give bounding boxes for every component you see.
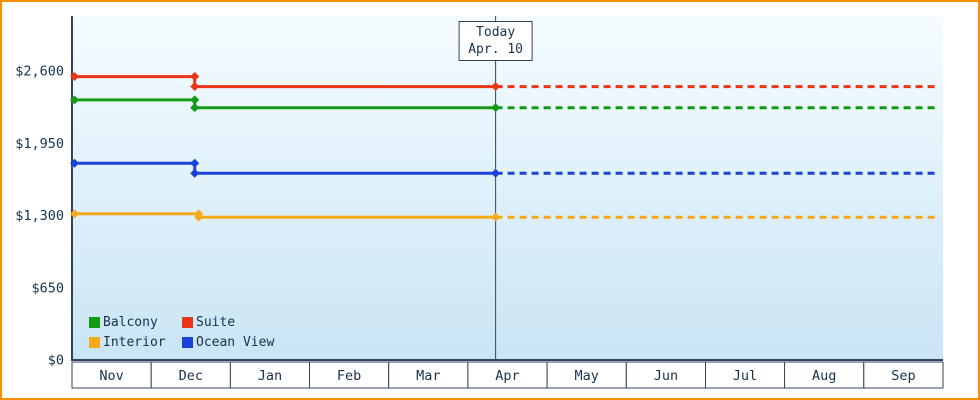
month-label: Nov xyxy=(99,368,123,384)
price-marker-suite xyxy=(491,82,501,92)
month-label: Mar xyxy=(416,368,440,384)
month-cell xyxy=(546,361,627,389)
month-label: Jul xyxy=(733,368,757,384)
legend-label-suite: Suite xyxy=(196,315,236,330)
price-line-ocean-view xyxy=(72,161,496,175)
legend-swatch-balcony xyxy=(89,317,100,328)
price-marker-ocean-view xyxy=(190,158,200,168)
month-cell xyxy=(150,361,231,389)
month-label: Jan xyxy=(258,368,282,384)
price-marker-balcony xyxy=(70,95,79,105)
price-marker-interior xyxy=(194,212,204,222)
legend-item-ocean-view: Ocean View xyxy=(182,333,274,352)
month-label: May xyxy=(575,368,599,384)
price-marker-suite xyxy=(70,72,79,82)
legend-label-interior: Interior xyxy=(103,335,166,350)
legend-label-ocean-view: Ocean View xyxy=(196,335,275,350)
today-date: Apr. 10 xyxy=(468,42,524,57)
price-marker-ocean-view xyxy=(190,168,200,178)
month-label: Dec xyxy=(179,368,203,384)
legend-item-balcony: Balcony xyxy=(89,313,182,332)
legend-swatch-suite xyxy=(182,317,193,328)
legend-item-interior: Interior xyxy=(89,333,182,352)
price-marker-interior xyxy=(70,209,79,219)
month-cell xyxy=(784,361,865,389)
month-cell xyxy=(863,361,944,389)
legend-label-balcony: Balcony xyxy=(103,315,158,330)
plot-area xyxy=(72,16,943,360)
price-marker-interior xyxy=(491,212,501,222)
price-marker-suite xyxy=(190,72,200,82)
price-marker-balcony xyxy=(190,103,200,113)
month-cell xyxy=(71,361,152,389)
y-axis-label: $1,300 xyxy=(15,208,64,224)
month-cell xyxy=(388,361,469,389)
y-axis-label: $650 xyxy=(31,280,64,296)
month-label: Sep xyxy=(891,368,915,384)
month-cell xyxy=(705,361,786,389)
legend: Balcony Suite Interior Ocean View xyxy=(89,313,274,352)
price-marker-ocean-view xyxy=(70,158,79,168)
y-axis-label: $1,950 xyxy=(15,136,64,152)
price-marker-ocean-view xyxy=(491,168,501,178)
today-label: Today xyxy=(476,25,516,40)
month-label: Apr xyxy=(495,368,519,384)
month-cell xyxy=(309,361,390,389)
month-label: Aug xyxy=(812,368,836,384)
month-cell xyxy=(467,361,548,389)
price-marker-balcony xyxy=(491,103,501,113)
today-annotation: Today Apr. 10 xyxy=(458,21,534,61)
price-marker-suite xyxy=(190,82,200,92)
y-axis-label: $0 xyxy=(48,353,64,369)
month-label: Jun xyxy=(654,368,678,384)
legend-item-suite: Suite xyxy=(182,313,274,332)
month-cell xyxy=(625,361,706,389)
price-marker-balcony xyxy=(190,95,200,105)
legend-swatch-ocean-view xyxy=(182,337,193,348)
y-axis-label: $2,600 xyxy=(15,64,64,80)
price-line-suite xyxy=(72,75,496,89)
month-label: Feb xyxy=(337,368,361,384)
legend-swatch-interior xyxy=(89,337,100,348)
